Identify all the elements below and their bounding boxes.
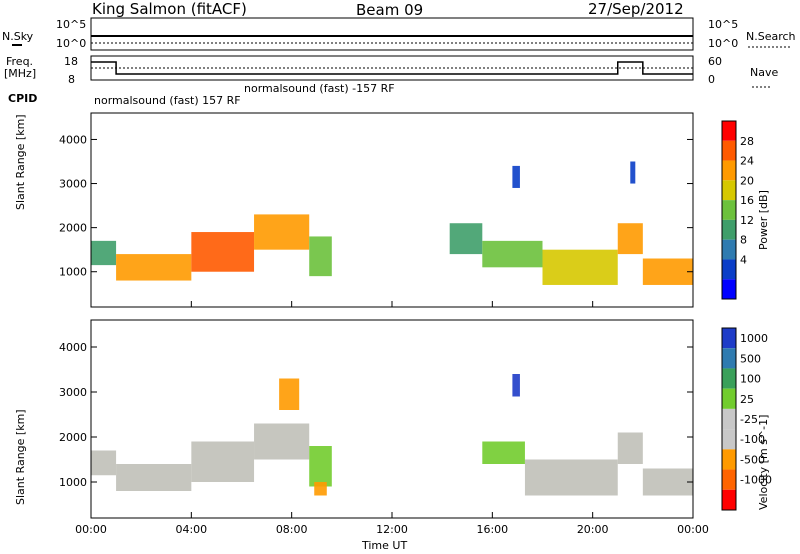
- freq-tick-top: 18: [64, 55, 78, 68]
- nsearch-label: N.Search: [746, 30, 796, 43]
- cpid-text-2: normalsound (fast) -157 RF: [244, 82, 395, 95]
- velocity-colorbar-cell: [722, 348, 736, 369]
- power-band: [542, 249, 618, 285]
- velocity-colorbar-cell: [722, 388, 736, 409]
- velocity-colorbar-tick-label: -25: [740, 413, 758, 426]
- power-colorbar-cell: [722, 140, 736, 161]
- velocity-band: [116, 464, 192, 491]
- velocity-colorbar-cell: [722, 489, 736, 510]
- velocity-ytick-label: 1000: [59, 476, 87, 489]
- velocity-band: [254, 423, 310, 460]
- power-colorbar: [721, 120, 737, 300]
- velocity-colorbar-tick-label: -100: [740, 433, 765, 446]
- time-tick-label: 00:00: [677, 523, 709, 536]
- velocity-colorbar: [721, 327, 737, 511]
- power-colorbar-tick-label: 4: [740, 253, 747, 266]
- power-colorbar-tick-label: 28: [740, 135, 754, 148]
- power-band: [617, 223, 643, 255]
- velocity-colorbar-tick-label: 1000: [740, 332, 768, 345]
- power-colorbar-tick-label: 12: [740, 214, 754, 227]
- velocity-colorbar-tick-label: 100: [740, 373, 761, 386]
- freq-label-2: [MHz]: [4, 67, 37, 80]
- freq-label-1: Freq.: [6, 55, 34, 68]
- time-tick-label: 08:00: [276, 523, 308, 536]
- velocity-colorbar-tick-label: -1000: [740, 474, 772, 487]
- power-band: [309, 236, 332, 277]
- velocity-colorbar-cell: [722, 469, 736, 490]
- cpid-text-1: normalsound (fast) 157 RF: [94, 94, 241, 107]
- date-label: 27/Sep/2012: [588, 0, 684, 18]
- velocity-band: [642, 468, 693, 496]
- velocity-band: [482, 441, 525, 464]
- time-tick-label: 20:00: [577, 523, 609, 536]
- time-tick-label: 00:00: [75, 523, 107, 536]
- noise-tick-left-top: 10^5: [56, 18, 87, 31]
- velocity-band: [309, 446, 332, 487]
- noise-panel: [90, 17, 694, 51]
- velocity-band: [91, 450, 117, 476]
- velocity-band: [314, 482, 327, 496]
- velocity-colorbar-cell: [722, 368, 736, 389]
- power-colorbar-cell: [722, 259, 736, 280]
- power-band: [91, 240, 117, 266]
- power-band: [191, 232, 255, 272]
- velocity-ytick-label: 3000: [59, 386, 87, 399]
- nsky-label: N.Sky: [2, 30, 34, 43]
- noise-tick-right-bottom: 10^0: [708, 37, 739, 50]
- power-ytick-label: 1000: [59, 266, 87, 279]
- time-tick-label: 12:00: [376, 523, 408, 536]
- freq-tick-bottom: 8: [68, 73, 75, 86]
- power-band: [482, 240, 543, 268]
- power-band: [512, 165, 520, 188]
- power-colorbar-cell: [722, 180, 736, 201]
- nave-label: Nave: [750, 66, 779, 79]
- power-colorbar-cell: [722, 279, 736, 299]
- power-band: [254, 214, 310, 250]
- velocity-colorbar-tick-label: 25: [740, 393, 754, 406]
- power-colorbar-cell: [722, 160, 736, 181]
- velocity-band: [512, 374, 520, 397]
- power-band: [116, 254, 192, 281]
- power-ytick-label: 4000: [59, 133, 87, 146]
- power-colorbar-cell: [722, 219, 736, 240]
- nave-tick-top: 60: [708, 55, 722, 68]
- power-colorbar-cell: [722, 121, 736, 141]
- noise-tick-left-bottom: 10^0: [56, 37, 87, 50]
- plot-title: King Salmon (fitACF): [92, 0, 247, 18]
- time-tick-label: 04:00: [175, 523, 207, 536]
- velocity-colorbar-tick-label: 500: [740, 352, 761, 365]
- velocity-ytick-label: 2000: [59, 431, 87, 444]
- velocity-band: [191, 441, 255, 482]
- velocity-colorbar-cell: [722, 408, 736, 430]
- power-colorbar-tick-label: 24: [740, 155, 754, 168]
- velocity-band: [279, 378, 300, 410]
- power-band: [642, 258, 693, 285]
- power-colorbar-cell: [722, 239, 736, 260]
- velocity-band: [617, 432, 643, 464]
- velocity-colorbar-cell: [722, 429, 736, 450]
- time-tick-label: 16:00: [476, 523, 508, 536]
- velocity-band: [524, 459, 618, 496]
- power-band: [449, 223, 483, 255]
- power-ytick-label: 2000: [59, 222, 87, 235]
- velocity-colorbar-cell: [722, 449, 736, 470]
- power-colorbar-cell: [722, 200, 736, 220]
- power-colorbar-tick-label: 16: [740, 194, 754, 207]
- time-axis-label: Time UT: [362, 539, 408, 552]
- beam-label: Beam 09: [356, 1, 424, 19]
- power-band: [630, 161, 636, 184]
- nave-tick-bottom: 0: [708, 73, 715, 86]
- velocity-colorbar-cell: [722, 328, 736, 349]
- velocity-colorbar-tick-label: -500: [740, 453, 765, 466]
- power-colorbar-tick-label: 8: [740, 234, 747, 247]
- noise-tick-right-top: 10^5: [708, 18, 739, 31]
- velocity-ytick-label: 4000: [59, 341, 87, 354]
- cpid-label: CPID: [8, 92, 38, 105]
- freq-line: [91, 61, 693, 75]
- power-ytick-label: 3000: [59, 178, 87, 191]
- power-colorbar-tick-label: 20: [740, 174, 754, 187]
